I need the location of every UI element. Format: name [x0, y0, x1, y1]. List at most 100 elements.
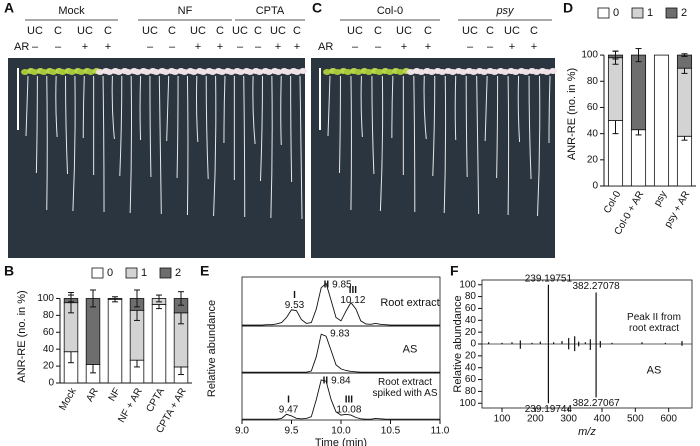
root — [25, 75, 29, 137]
treatment-sign: – — [352, 41, 359, 53]
bar-segment — [107, 298, 123, 300]
y-tick-label: 100 — [459, 398, 476, 409]
column-label: UC — [77, 25, 93, 37]
root — [213, 75, 217, 217]
y-tick-label: 20 — [587, 154, 599, 165]
root — [454, 75, 457, 141]
root — [119, 75, 123, 177]
legend-swatch — [159, 267, 172, 279]
cotyledon — [208, 69, 217, 75]
root — [379, 75, 384, 212]
treatment-sign: + — [425, 41, 431, 53]
cotyledon — [39, 69, 48, 75]
error-bar — [90, 289, 96, 308]
cotyledon — [21, 69, 29, 75]
y-tick-label: 80 — [465, 291, 477, 302]
peak-name: I — [287, 395, 290, 406]
bar-segment — [653, 54, 670, 187]
cotyledon — [480, 69, 489, 75]
cotyledon — [343, 69, 352, 75]
bar-segment — [630, 54, 647, 131]
group-header: Mock — [58, 5, 85, 17]
spectrum-annotation-box: Peak II from root extract — [627, 312, 681, 334]
root — [186, 75, 189, 216]
cotyledon — [406, 69, 415, 75]
cotyledon — [459, 69, 468, 75]
subplot-label: Root extract spiked with AS — [372, 377, 438, 399]
treatment-sign: – — [55, 41, 62, 53]
bar-segment — [607, 57, 624, 121]
cotyledon — [133, 69, 142, 75]
x-axis-label: m/z — [578, 426, 596, 438]
root — [35, 75, 38, 174]
cotyledon — [323, 69, 331, 75]
column-label: C — [530, 25, 538, 37]
x-tick-label: 200 — [527, 414, 544, 425]
x-tick-label: 11.0 — [431, 426, 450, 437]
seedling-photo-a — [8, 58, 305, 258]
panel-label: B — [4, 263, 14, 279]
treatment-sign: – — [147, 41, 154, 53]
cotyledon — [354, 69, 363, 75]
y-axis-label: Relative abundance — [206, 300, 218, 397]
x-tick-label: Mock — [57, 385, 79, 412]
y-tick-label: 40 — [465, 315, 477, 326]
root — [423, 75, 427, 140]
group-header: psy — [495, 5, 515, 17]
x-tick-label: 9.0 — [235, 426, 249, 437]
root — [290, 75, 293, 183]
cotyledon — [469, 69, 478, 75]
y-tick-label: 0 — [470, 339, 476, 350]
y-tick-label: 60 — [587, 102, 599, 113]
root — [360, 75, 363, 138]
column-label: C — [216, 25, 224, 37]
subplot-label: AS — [403, 343, 418, 355]
treatment-sign: – — [487, 41, 494, 53]
column-label: C — [104, 25, 112, 37]
column-label: C — [486, 25, 494, 37]
treatment-sign: – — [32, 41, 39, 53]
x-tick-label: NF — [107, 386, 123, 403]
column-label: UC — [27, 25, 43, 37]
root — [443, 75, 447, 214]
trace — [242, 333, 440, 373]
treatment-sign: + — [82, 41, 88, 53]
cotyledon — [30, 69, 39, 75]
legend-swatch — [631, 7, 644, 19]
peak-name: II — [323, 376, 329, 387]
y-tick-label: 60 — [465, 303, 477, 314]
root — [72, 75, 76, 212]
cotyledon — [522, 69, 531, 75]
error-bar — [178, 291, 184, 306]
x-tick-label: Col-0 — [602, 189, 624, 216]
spectrum-annotation: Peak II from root extract — [627, 312, 681, 334]
cotyledon — [246, 69, 255, 75]
cotyledon — [255, 69, 264, 75]
cotyledon — [199, 69, 208, 75]
peak-time: 9.84 — [331, 376, 351, 387]
legend-label: 1 — [141, 267, 147, 279]
treatment-sign: – — [169, 41, 176, 53]
cotyledon — [114, 69, 123, 75]
root — [517, 75, 521, 143]
x-tick-label: 10.0 — [331, 426, 351, 437]
bar-segment — [630, 129, 647, 187]
x-tick-label: 400 — [594, 414, 611, 425]
root — [176, 75, 179, 179]
peak-time: 9.53 — [285, 300, 305, 311]
root — [338, 75, 341, 174]
panel-label: D — [563, 0, 573, 16]
root — [350, 75, 352, 211]
y-tick-label: 0 — [592, 181, 598, 192]
cotyledon — [511, 69, 520, 75]
error-bar — [134, 289, 140, 308]
cotyledon — [375, 69, 384, 75]
column-label: UC — [270, 25, 286, 37]
peak-time: 9.47 — [279, 405, 299, 416]
cotyledon — [438, 69, 447, 75]
cotyledon — [543, 69, 551, 75]
x-tick-label: 600 — [660, 414, 677, 425]
x-tick-label: 9.5 — [285, 426, 299, 437]
bar-segment — [676, 135, 693, 187]
root — [82, 75, 85, 139]
